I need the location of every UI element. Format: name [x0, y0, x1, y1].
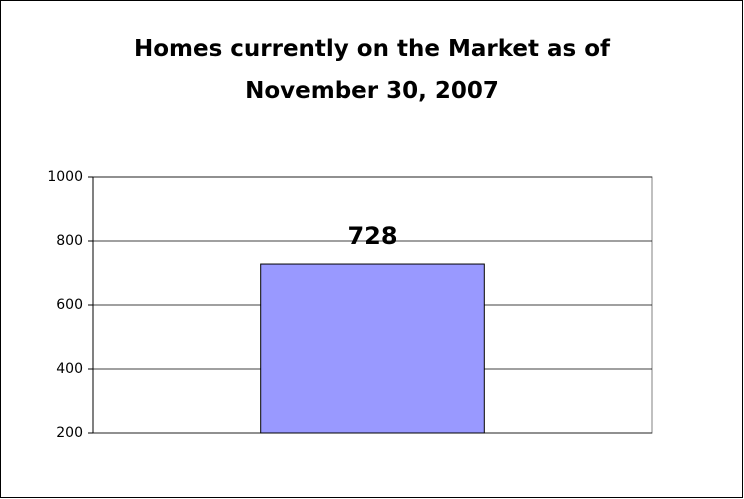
y-tick-label: 200: [56, 425, 83, 441]
y-tick-label: 1000: [47, 169, 83, 185]
data-label: 728: [347, 222, 397, 250]
bar: [260, 263, 485, 434]
chart-title: Homes currently on the Market as of Nove…: [133, 36, 611, 104]
y-tick-label: 600: [56, 297, 83, 313]
y-tick-label: 400: [56, 361, 83, 377]
y-tick-label: 800: [56, 233, 83, 249]
